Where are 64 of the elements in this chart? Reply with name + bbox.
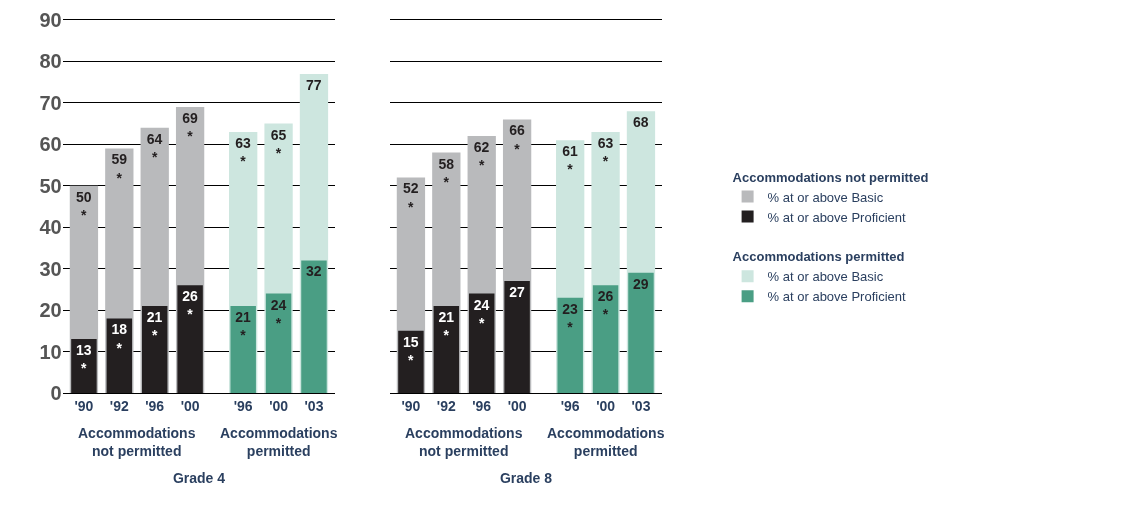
data-label: 21 * [146,308,163,344]
data-label: 61 * [562,143,579,178]
data-label: 77 [306,76,322,93]
data-label: 24 * [473,296,490,331]
data-label: 58 * [438,155,455,190]
data-label: 62 * [473,139,490,174]
data-label: 59 * [111,151,128,186]
x-tick-label: '03 [631,397,651,414]
y-tick-label: 40 [39,216,62,239]
text: Accommodations permitted [732,249,905,265]
x-tick-label: '96 [560,397,580,414]
x-tick-label: '90 [401,397,421,414]
x-tick-label: '90 [74,397,94,414]
x-tick-label: '00 [180,397,200,414]
y-tick-label: 10 [39,340,62,363]
y-tick-label: 60 [39,133,62,156]
data-label: 26 * [597,288,614,323]
data-label: 21 * [235,308,252,344]
data-label: 52 * [403,180,419,215]
legend-label: % at or above Proficient [767,289,907,305]
text: Accommodations not permitted [405,425,523,460]
x-tick-label: '96 [233,397,253,414]
x-tick-label: '00 [507,397,527,414]
legend-label: % at or above Basic [767,189,884,205]
x-axis-title: Grade 4 [172,470,226,487]
legend-label: % at or above Basic [767,269,884,285]
y-tick-label: 30 [39,257,62,280]
data-label: 64 * [146,130,163,165]
x-tick-label: '92 [436,397,456,414]
x-tick-label: '96 [472,397,492,414]
y-tick-label: 50 [39,174,62,197]
x-tick-label: '00 [596,397,616,414]
x-tick-label: '03 [304,397,324,414]
text: Accommodations permitted [220,425,338,460]
data-label: 66 * [509,122,525,157]
data-label: 18 * [111,321,128,356]
x-tick-label: '92 [109,397,129,414]
x-tick-label: '96 [145,397,165,414]
data-label: 32 [306,263,322,280]
text: Accommodations not permitted [732,169,929,185]
data-label: 21 * [438,308,455,344]
x-axis-title: Grade 8 [499,470,553,487]
data-label: 15 * [403,333,419,369]
y-tick-label: 90 [39,9,62,31]
y-tick-label: 80 [39,50,62,73]
y-tick-label: 20 [39,299,62,322]
text: Accommodations permitted [547,425,665,460]
x-tick-label: '00 [269,397,289,414]
data-label: 29 [633,275,649,292]
data-label: 63 * [597,134,614,170]
data-label: 13 * [76,342,92,377]
data-label: 27 [509,284,525,301]
data-label: 50 * [76,188,92,223]
legend-label: % at or above Proficient [767,209,907,225]
data-label: 26 * [182,288,198,323]
data-label: 68 [633,114,649,131]
y-tick-label: 0 [50,382,62,404]
data-label: 63 * [235,134,252,170]
text: Accommodations not permitted [78,425,196,460]
y-tick-label: 70 [39,91,62,114]
data-label: 23 * [562,300,579,335]
data-label: 65 * [270,126,287,161]
data-label: 24 * [270,296,287,331]
data-label: 69 * [182,110,198,145]
